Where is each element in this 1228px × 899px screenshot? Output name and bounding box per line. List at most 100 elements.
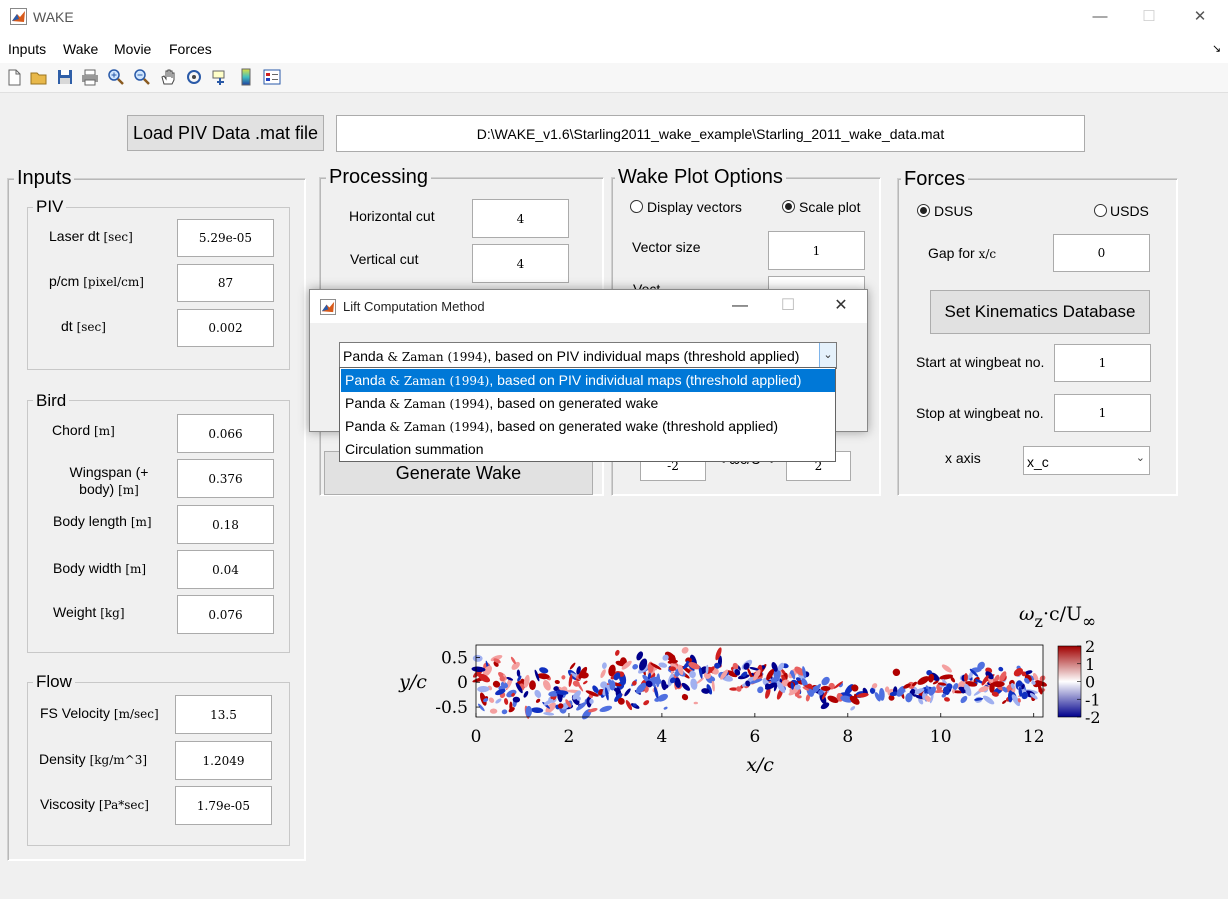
title-bar [0, 0, 1228, 34]
set-kinematics-database-button[interactable]: Set Kinematics Database [930, 290, 1150, 334]
vortex-blob [889, 691, 899, 697]
stop-wingbeat-field[interactable]: 1 [1054, 394, 1151, 432]
lift-method-option[interactable]: Panda & Zaman (1994), based on generated… [345, 395, 659, 411]
menu-dock-arrow-icon[interactable]: ↘ [1212, 43, 1222, 55]
body-length-field[interactable]: 0.18 [177, 505, 274, 544]
vortex-blob [529, 680, 536, 691]
dialog-maximize-button[interactable]: ☐ [780, 297, 796, 314]
data-cursor-icon[interactable] [211, 68, 229, 86]
lift-method-select[interactable]: Panda & Zaman (1994), based on PIV indiv… [339, 342, 837, 369]
horizontal-cut-field[interactable]: 4 [472, 199, 569, 238]
vortex-blob [661, 679, 667, 691]
load-piv-button[interactable]: Load PIV Data .mat file [127, 115, 324, 151]
x-axis-label: x/c [746, 754, 774, 776]
zoom-out-icon[interactable] [133, 68, 151, 86]
rotate-3d-icon[interactable] [185, 68, 203, 86]
vortex-blob [536, 673, 550, 680]
pcm-field[interactable]: 87 [177, 264, 274, 302]
chord-field[interactable]: 0.066 [177, 414, 274, 453]
vortex-blob [598, 689, 604, 696]
vortex-blob [790, 682, 794, 690]
colorbar-icon[interactable] [237, 68, 255, 86]
x-axis-select[interactable]: x_c ⌄ [1023, 446, 1150, 475]
vortex-blob [617, 697, 625, 705]
vortex-blob [849, 695, 860, 705]
display-vectors-radio[interactable] [630, 200, 643, 213]
menu-movie[interactable]: Movie [114, 41, 152, 57]
vortex-blob [802, 686, 810, 691]
vortex-blob [511, 661, 520, 670]
print-icon[interactable] [81, 68, 99, 86]
zoom-in-icon[interactable] [107, 68, 125, 86]
vortex-blob [871, 683, 878, 689]
vortex-blob [479, 692, 487, 706]
velocity-field[interactable]: 13.5 [175, 695, 272, 734]
dialog-minimize-button[interactable]: — [732, 297, 748, 314]
dsus-radio[interactable] [917, 204, 930, 217]
wingspan-label: Wingspan (+ body) [m] [69, 464, 149, 497]
vortex-blob [952, 688, 955, 694]
vortex-blob [696, 677, 704, 684]
open-folder-icon[interactable] [30, 68, 48, 86]
matlab-dialog-icon [320, 299, 336, 315]
start-wingbeat-field[interactable]: 1 [1054, 344, 1151, 382]
vortex-blob [525, 705, 533, 717]
x-axis-label: x axis [945, 450, 981, 466]
vortex-blob [689, 670, 696, 679]
dt-field[interactable]: 0.002 [177, 309, 274, 347]
lift-method-option[interactable]: Panda & Zaman (1994), based on generated… [345, 418, 779, 434]
usds-label: USDS [1110, 203, 1149, 219]
dialog-close-button[interactable]: ✕ [834, 297, 848, 314]
maximize-button[interactable]: ☐ [1142, 8, 1156, 25]
lift-method-option[interactable]: Circulation summation [345, 441, 484, 457]
pan-hand-icon[interactable] [159, 68, 177, 86]
vortex-blob [1024, 677, 1030, 684]
menu-wake[interactable]: Wake [63, 41, 99, 57]
y-axis-label: y/c [398, 671, 427, 693]
vortex-blob [648, 677, 656, 688]
vortex-blob [977, 661, 985, 670]
vortex-blob [869, 687, 876, 694]
wingspan-field[interactable]: 0.376 [177, 459, 274, 498]
gap-field[interactable]: 0 [1053, 234, 1150, 272]
viscosity-field[interactable]: 1.79e-05 [175, 786, 272, 825]
vortex-field [471, 646, 1048, 720]
vortex-blob [681, 693, 689, 701]
vertical-cut-field[interactable]: 4 [472, 244, 569, 283]
piv-file-path-field[interactable]: D:\WAKE_v1.6\Starling2011_wake_example\S… [336, 115, 1085, 152]
vortex-blob [1002, 700, 1007, 704]
vortex-blob [681, 646, 689, 654]
vortex-blob [1018, 686, 1023, 697]
colorbar-tick-label: 1 [1085, 655, 1095, 674]
vortex-blob [1021, 671, 1027, 677]
usds-radio[interactable] [1094, 204, 1107, 217]
new-file-icon[interactable] [5, 68, 23, 86]
pcm-label: p/cm [pixel/cm] [49, 273, 144, 289]
vortex-blob [797, 695, 802, 699]
chevron-down-icon[interactable]: ⌄ [819, 343, 836, 368]
legend-icon[interactable] [263, 68, 281, 86]
vortex-blob [827, 695, 839, 704]
body-width-field[interactable]: 0.04 [177, 550, 274, 589]
weight-field[interactable]: 0.076 [177, 595, 274, 634]
minimize-button[interactable]: — [1092, 8, 1108, 25]
vortex-blob [542, 680, 551, 691]
vortex-blob [506, 677, 514, 681]
vortex-blob [820, 702, 830, 710]
vortex-blob [821, 676, 830, 686]
save-icon[interactable] [56, 68, 74, 86]
density-field[interactable]: 1.2049 [175, 741, 272, 780]
vortex-blob [804, 685, 815, 689]
laser-dt-field[interactable]: 5.29e-05 [177, 219, 274, 257]
menu-inputs[interactable]: Inputs [8, 41, 47, 57]
lift-method-option[interactable]: Panda & Zaman (1994), based on PIV indiv… [341, 369, 835, 392]
vortex-blob [932, 680, 939, 685]
close-button[interactable]: ✕ [1193, 8, 1207, 25]
vortex-blob [777, 662, 785, 671]
scale-plot-radio[interactable] [782, 200, 795, 213]
vortex-blob [740, 671, 746, 677]
vortex-blob [1029, 693, 1038, 700]
vortex-blob [705, 664, 709, 675]
menu-forces[interactable]: Forces [169, 41, 212, 57]
vector-size-field[interactable]: 1 [768, 231, 865, 270]
